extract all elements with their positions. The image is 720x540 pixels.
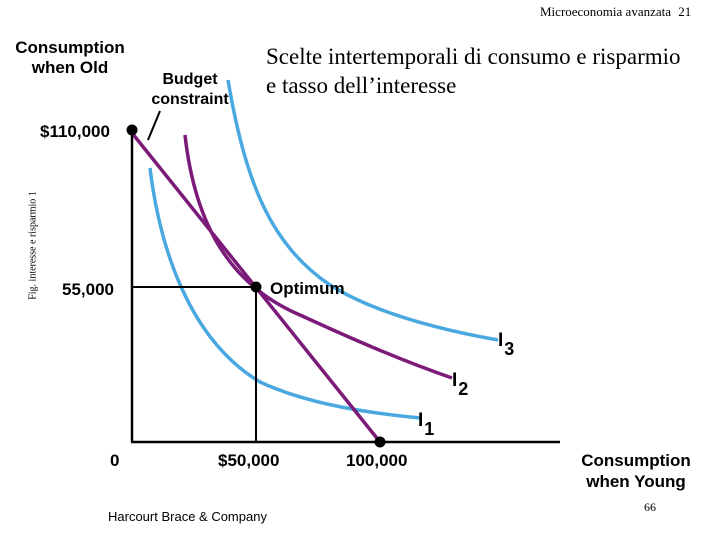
indifference-curve-i1: [148, 167, 421, 420]
y-axis-label: Consumption when Old: [5, 38, 135, 78]
budget-constraint-label: Budget constraint: [140, 70, 240, 110]
curve-label-i1: I1: [418, 410, 435, 439]
x-axis-label: Consumption when Young: [566, 450, 706, 492]
slide-title: Scelte intertemporali di consumo e rispa…: [266, 42, 681, 100]
indifference-curve-i3: [226, 79, 499, 342]
origin-label: 0: [110, 451, 120, 470]
title-line-1: Scelte intertemporali di consumo e rispa…: [266, 44, 681, 69]
curve-label-i3: I3: [498, 330, 515, 359]
x-tick-50000: $50,000: [218, 451, 280, 470]
budget-label-line-2: constraint: [151, 91, 229, 108]
page-number: 66: [644, 500, 656, 514]
budget-intercept-x-point: [374, 436, 386, 448]
y-axis-label-line-2: when Old: [31, 58, 109, 77]
indifference-curve-i2: [183, 134, 453, 380]
publisher-footer: Harcourt Brace & Company: [108, 509, 267, 524]
budget-label-pointer: [147, 110, 161, 141]
budget-label-line-1: Budget: [162, 71, 218, 88]
x-tick-100000: 100,000: [346, 451, 408, 470]
budget-intercept-y-point: [126, 124, 138, 136]
course-name: Microeconomia avanzata: [540, 4, 672, 19]
slide-number: 21: [678, 4, 692, 19]
x-axis-label-line-2: when Young: [586, 472, 686, 491]
y-tick-55000: 55,000: [62, 280, 114, 299]
title-line-2: e tasso dell’interesse: [266, 73, 457, 98]
x-axis-label-line-1: Consumption: [581, 451, 691, 470]
slide-header: Microeconomia avanzata 21: [540, 4, 691, 20]
y-tick-110000: $110,000: [40, 122, 110, 141]
curve-label-i2: I2: [452, 370, 469, 399]
y-axis-label-line-1: Consumption: [15, 38, 125, 57]
optimum-point: [250, 281, 262, 293]
optimum-label: Optimum: [270, 279, 345, 298]
